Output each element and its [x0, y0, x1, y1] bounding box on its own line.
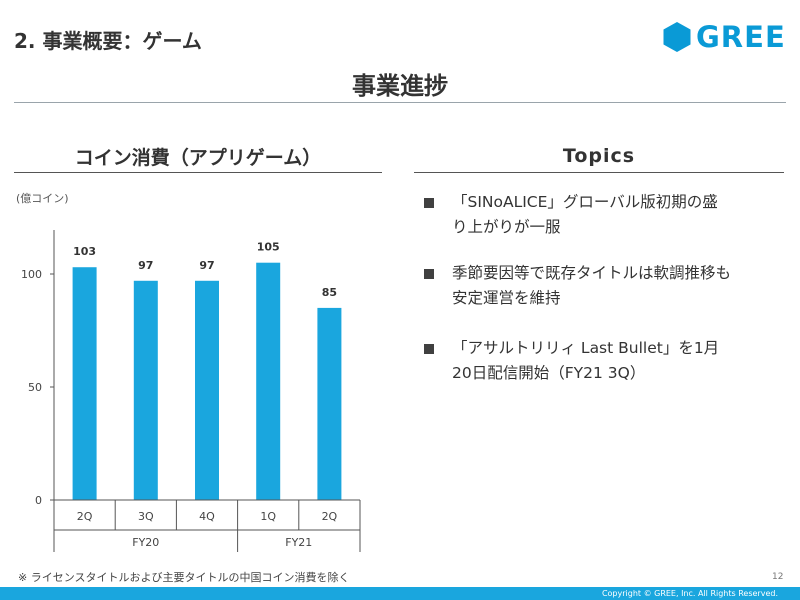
data-label: 105: [257, 241, 280, 254]
topic-line: り上がりが一服: [452, 218, 561, 236]
topic-item-3: 「アサルトリリィ Last Bullet」を1月 20日配信開始（FY21 3Q…: [424, 336, 774, 386]
square-bullet-icon: [424, 269, 434, 279]
y-tick-label: 50: [28, 381, 42, 394]
hexagon-logo-icon: [663, 22, 691, 52]
data-label: 85: [322, 286, 337, 299]
topic-line: 20日配信開始（FY21 3Q）: [452, 364, 646, 382]
main-title: 事業進捗: [352, 72, 448, 100]
section-title: 2. 事業概要：ゲーム: [14, 29, 202, 53]
topic-line: 「アサルトリリィ Last Bullet」を1月: [452, 339, 720, 357]
bar: [195, 280, 219, 500]
data-label: 103: [73, 245, 96, 258]
square-bullet-icon: [424, 344, 434, 354]
coin-consumption-bar-chart: 0 50 100 103 97 97 105 85 2Q 3Q 4Q 1Q 2Q FY20 FY21: [21, 230, 361, 552]
square-bullet-icon: [424, 198, 434, 208]
x-group-label: FY20: [132, 536, 159, 549]
bar: [72, 267, 97, 500]
topics-heading: Topics: [562, 145, 636, 167]
gree-logo: GREE: [662, 20, 786, 54]
chart-title-divider: [14, 172, 382, 173]
data-label: 97: [199, 259, 214, 272]
x-tick-label: 4Q: [199, 510, 215, 523]
y-tick-label: 100: [21, 268, 42, 281]
topics-divider: [414, 172, 784, 173]
x-tick-label: 1Q: [260, 510, 276, 523]
y-axis-unit-label: (億コイン): [16, 192, 69, 205]
footnote: ※ ライセンスタイトルおよび主要タイトルの中国コイン消費を除く: [18, 571, 350, 584]
bar: [256, 262, 281, 500]
bar: [317, 307, 342, 500]
x-tick-label: 2Q: [322, 510, 338, 523]
title-divider: [14, 102, 786, 103]
y-tick-label: 0: [35, 494, 42, 507]
topic-item-2: 季節要因等で既存タイトルは軟調推移も 安定運営を維持: [424, 261, 774, 311]
footer-bar: Copyright © GREE, Inc. All Rights Reserv…: [0, 587, 800, 600]
page-number: 12: [772, 572, 784, 582]
logo-text: GREE: [696, 20, 786, 54]
topic-line: 季節要因等で既存タイトルは軟調推移も: [452, 264, 732, 282]
topic-item-1: 「SINoALICE」グローバル版初期の盛 り上がりが一服: [424, 190, 774, 240]
x-tick-label: 3Q: [138, 510, 154, 523]
copyright-text: Copyright © GREE, Inc. All Rights Reserv…: [601, 589, 778, 598]
chart-title: コイン消費（アプリゲーム）: [74, 147, 322, 169]
topic-line: 「SINoALICE」グローバル版初期の盛: [452, 193, 718, 211]
x-group-label: FY21: [285, 536, 312, 549]
topic-line: 安定運営を維持: [452, 289, 561, 307]
bar: [133, 280, 158, 500]
data-label: 97: [138, 259, 153, 272]
x-tick-label: 2Q: [77, 510, 93, 523]
